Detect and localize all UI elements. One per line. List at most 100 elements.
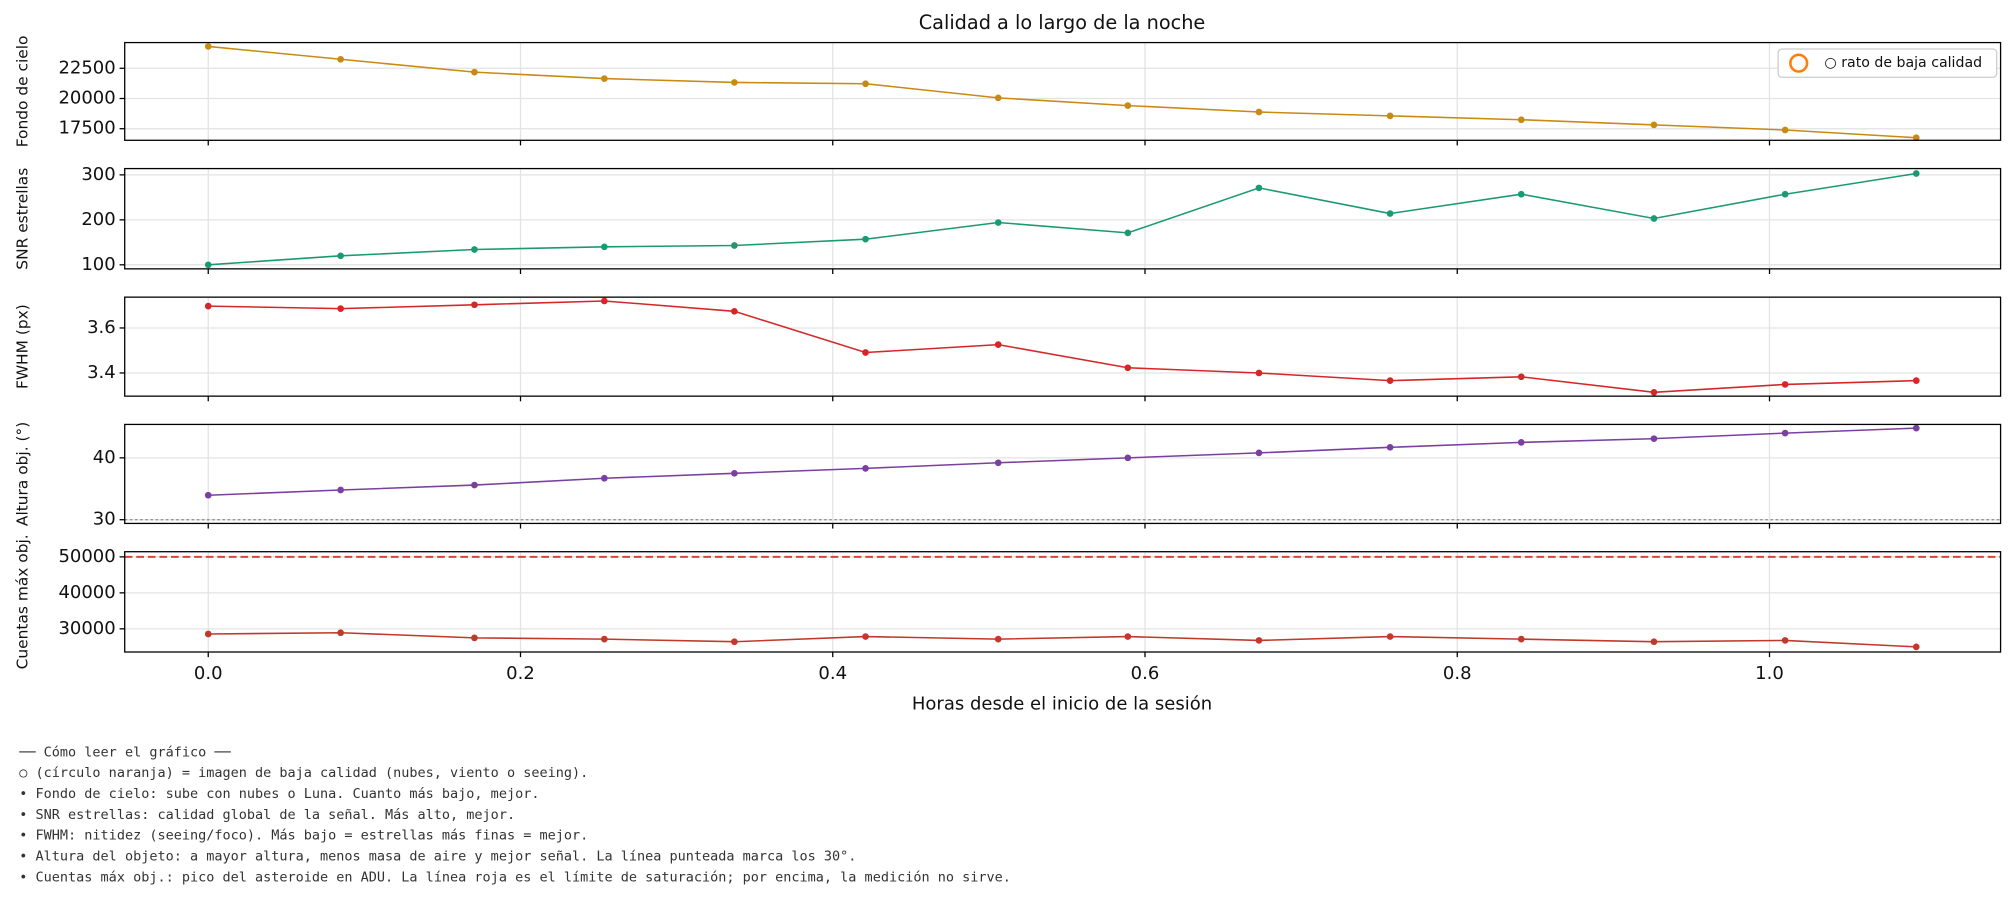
chart-title: Calidad a lo largo de la noche	[919, 11, 1206, 34]
note-line: ○ (círculo naranja) = imagen de baja cal…	[19, 765, 588, 781]
axes-frame	[124, 41, 2002, 141]
data-point	[1517, 190, 1525, 198]
data-point	[1517, 635, 1525, 643]
data-point	[204, 43, 212, 50]
data-point	[1124, 454, 1132, 462]
data-point	[731, 242, 738, 249]
data-point	[994, 219, 1002, 226]
data-point	[1650, 638, 1658, 646]
y-tick-label: 30000	[58, 618, 115, 639]
data-point	[994, 635, 1002, 643]
x-tick-label: 0.8	[1443, 663, 1472, 684]
y-axis-label: FWHM (px)	[14, 304, 32, 389]
data-point	[1912, 424, 1920, 432]
data-point	[1124, 102, 1132, 109]
x-tick-label: 0.0	[194, 663, 223, 684]
data-point	[600, 297, 608, 305]
data-point	[1650, 215, 1658, 222]
y-tick-label: 300	[81, 164, 115, 185]
y-tick-label: 3.4	[87, 362, 116, 383]
series-line	[208, 300, 1917, 394]
data-point	[1255, 637, 1263, 644]
axes-frame	[124, 551, 2002, 653]
y-tick-label: 30	[93, 509, 116, 530]
data-point	[862, 80, 869, 88]
data-point	[600, 474, 608, 482]
data-point	[1124, 229, 1132, 237]
series-line	[208, 45, 1917, 139]
data-point	[994, 341, 1002, 348]
note-line: • Fondo de cielo: sube con nubes o Luna.…	[19, 786, 539, 802]
y-tick-label: 200	[81, 209, 115, 230]
y-axis-label: Cuentas máx obj.	[14, 534, 32, 669]
data-point	[1912, 377, 1920, 384]
note-line: • Cuentas máx obj.: pico del asteroide e…	[19, 869, 1011, 885]
data-point	[1781, 126, 1789, 134]
series-line	[208, 631, 1917, 648]
data-point	[471, 301, 478, 309]
data-point	[204, 261, 212, 269]
data-point	[1255, 108, 1263, 116]
note-line: ── Cómo leer el gráfico ──	[18, 744, 231, 760]
series-line	[208, 172, 1917, 266]
data-point	[1255, 184, 1263, 192]
data-point	[600, 75, 608, 82]
data-point	[1386, 443, 1394, 451]
y-axis-label: Fondo de cielo	[14, 36, 32, 148]
data-point	[204, 630, 212, 638]
axes-frame	[124, 296, 2002, 397]
data-point	[1386, 377, 1394, 384]
data-point	[1650, 388, 1658, 396]
data-point	[731, 79, 738, 86]
data-point	[1650, 435, 1658, 443]
data-point	[994, 94, 1002, 102]
data-point	[337, 55, 344, 63]
y-tick-label: 40	[93, 447, 116, 468]
data-point	[862, 349, 869, 356]
legend-box	[1777, 48, 1998, 78]
axes-frame	[124, 167, 2002, 270]
data-point	[600, 635, 608, 643]
data-point	[471, 246, 478, 253]
data-point	[204, 491, 212, 499]
data-point	[1124, 364, 1132, 372]
data-point	[1912, 170, 1920, 177]
data-point	[1781, 429, 1789, 437]
data-point	[337, 305, 344, 312]
data-point	[862, 465, 869, 472]
data-point	[1517, 439, 1525, 446]
y-tick-label: 50000	[58, 546, 115, 567]
data-point	[1255, 369, 1263, 377]
data-point	[1386, 112, 1394, 120]
data-point	[1912, 134, 1920, 142]
data-point	[1912, 643, 1920, 651]
y-axis-label: SNR estrellas	[14, 168, 32, 270]
note-line: • Altura del objeto: a mayor altura, men…	[19, 848, 856, 864]
data-point	[471, 481, 478, 489]
x-tick-label: 1.0	[1755, 663, 1784, 684]
data-point	[337, 486, 344, 494]
data-point	[994, 459, 1002, 467]
data-point	[1386, 633, 1394, 640]
y-tick-label: 22500	[58, 57, 115, 78]
data-point	[1781, 637, 1789, 644]
legend-label: ○ rato de baja calidad	[1824, 55, 1982, 71]
y-tick-label: 40000	[58, 582, 115, 603]
data-point	[731, 307, 738, 315]
data-point	[1650, 121, 1658, 129]
data-point	[731, 638, 738, 646]
data-point	[471, 68, 478, 76]
y-tick-label: 100	[81, 254, 115, 275]
legend-marker	[1789, 53, 1809, 73]
series-line	[208, 427, 1917, 496]
data-point	[600, 243, 608, 251]
y-tick-label: 3.6	[87, 317, 116, 338]
x-tick-label: 0.2	[506, 663, 535, 684]
data-point	[471, 634, 478, 642]
axes-frame	[124, 423, 2002, 525]
data-point	[862, 235, 869, 243]
x-axis-label: Horas desde el inicio de la sesión	[912, 694, 1212, 715]
data-point	[337, 252, 344, 260]
x-tick-label: 0.4	[818, 663, 847, 684]
